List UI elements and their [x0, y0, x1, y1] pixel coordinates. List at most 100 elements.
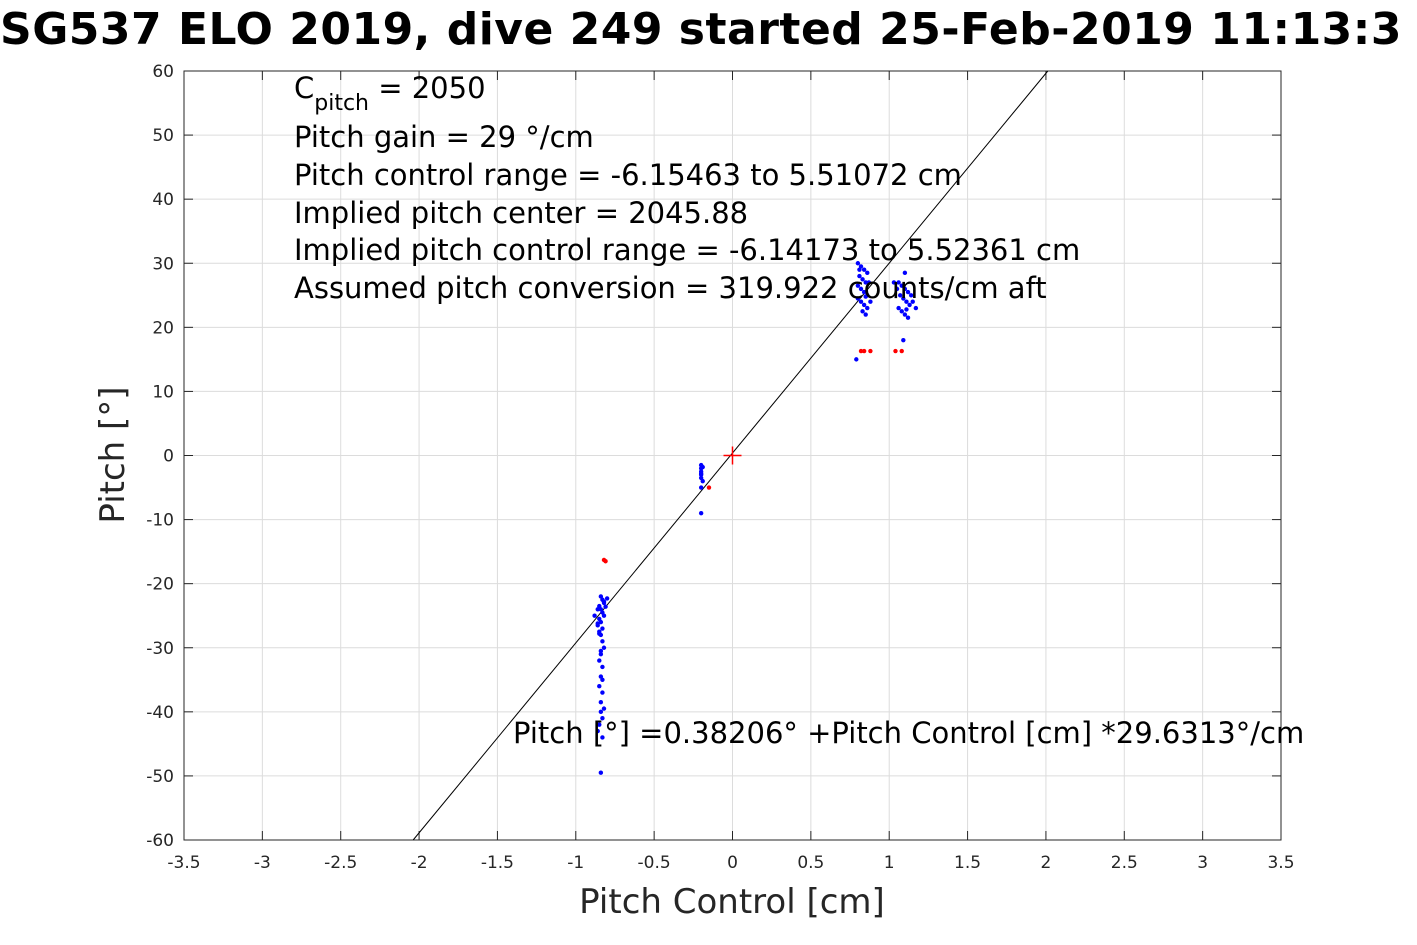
- data-point-blue: [868, 299, 873, 304]
- data-point-blue: [595, 728, 600, 734]
- y-axis-label: Pitch [°]: [93, 386, 133, 523]
- data-point-blue: [902, 270, 908, 276]
- x-tick-label: -2: [411, 853, 428, 873]
- data-point-blue: [598, 700, 604, 705]
- data-point-blue: [597, 722, 602, 727]
- x-tick-label: 0.5: [797, 853, 824, 873]
- data-point-blue: [857, 267, 862, 272]
- data-point-blue: [857, 273, 862, 279]
- x-tick-label: 3.5: [1267, 853, 1294, 873]
- cpitch-letter: C: [294, 71, 314, 105]
- data-point-blue: [894, 286, 900, 292]
- data-point-blue: [910, 299, 915, 304]
- data-point-blue: [891, 280, 897, 285]
- data-point-blue: [601, 599, 607, 604]
- annotation-fit-equation: Pitch [°] =0.38206° +Pitch Control [cm] …: [513, 716, 1304, 750]
- data-point-blue: [603, 604, 608, 609]
- data-point-blue: [861, 289, 867, 295]
- data-point-blue: [597, 684, 602, 689]
- x-tick-label: -1: [567, 853, 584, 873]
- y-tick-label: 0: [163, 447, 174, 467]
- data-point-blue: [913, 305, 919, 311]
- data-point-blue: [905, 289, 911, 295]
- data-point-blue: [855, 283, 861, 288]
- data-point-blue: [861, 267, 867, 272]
- data-point-blue: [865, 270, 870, 276]
- data-point-blue: [863, 312, 868, 317]
- data-point-blue: [598, 648, 604, 654]
- y-tick-label: 30: [152, 254, 174, 274]
- data-point-blue: [904, 299, 909, 304]
- data-point-blue: [600, 735, 605, 740]
- annotation-pitch-conversion: Assumed pitch conversion = 319.922 count…: [294, 271, 1047, 305]
- data-point-blue: [597, 658, 602, 663]
- annotation-implied-center: Implied pitch center = 2045.88: [294, 196, 748, 230]
- data-point-blue: [907, 302, 912, 308]
- data-point-blue: [908, 293, 914, 298]
- y-tick-label: 20: [152, 318, 174, 338]
- scatter-points: [592, 261, 919, 775]
- x-axis-label: Pitch Control [cm]: [579, 882, 885, 922]
- data-point-blue: [598, 709, 604, 715]
- x-tick-label: 2: [1041, 853, 1052, 873]
- y-tick-label: 10: [152, 382, 174, 402]
- data-point-red: [899, 348, 904, 354]
- data-point-blue: [597, 631, 602, 636]
- data-point-blue: [854, 357, 859, 362]
- data-point-blue: [861, 302, 867, 308]
- data-point-blue: [855, 296, 861, 301]
- data-point-red: [861, 348, 867, 354]
- data-point-blue: [595, 621, 600, 626]
- data-point-blue: [592, 613, 597, 618]
- x-tick-label: -1.5: [481, 853, 514, 873]
- data-point-blue: [897, 293, 903, 298]
- cpitch-value: = 2050: [369, 71, 486, 105]
- data-point-blue: [698, 510, 704, 516]
- data-point-blue: [600, 664, 605, 670]
- data-point-blue: [899, 309, 904, 314]
- y-tick-label: -60: [146, 831, 174, 851]
- data-point-blue: [858, 299, 864, 304]
- data-point-red: [603, 559, 608, 564]
- data-point-blue: [700, 464, 705, 470]
- data-point-blue: [904, 307, 909, 312]
- data-point-blue: [600, 626, 605, 631]
- data-point-red: [706, 485, 712, 490]
- annotation-implied-range: Implied pitch control range = -6.14173 t…: [294, 233, 1080, 267]
- y-tick-label: -10: [146, 511, 174, 531]
- x-tick-label: -3.5: [167, 853, 200, 873]
- data-point-blue: [698, 471, 704, 476]
- data-point-red: [858, 348, 864, 354]
- data-point-red: [868, 348, 873, 354]
- data-point-blue: [600, 639, 605, 644]
- data-point-blue: [902, 286, 908, 292]
- center-marker: [723, 446, 742, 465]
- data-point-blue: [860, 277, 865, 282]
- data-point-blue: [902, 312, 908, 317]
- data-point-blue: [595, 607, 600, 612]
- data-point-blue: [698, 485, 704, 490]
- cpitch-subscript: pitch: [314, 91, 369, 116]
- data-point-blue: [896, 280, 901, 285]
- annotation-pitch-gain: Pitch gain = 29 °/cm: [294, 120, 594, 154]
- data-point-red: [893, 348, 898, 354]
- data-point-blue: [866, 280, 872, 285]
- data-point-blue: [601, 706, 607, 711]
- annotation-pitch-control-range: Pitch control range = -6.15463 to 5.5107…: [294, 158, 962, 192]
- y-tick-label: -20: [146, 575, 174, 595]
- data-point-blue: [865, 305, 870, 311]
- data-point-blue: [598, 651, 604, 657]
- axis-ticks: -3.5 -3 -2.5 -2 -1.5 -1 -0.5 0 0.5 1 1.5 2 2.5 3 3.5 -6…: [146, 62, 1294, 873]
- data-point-blue: [855, 261, 861, 266]
- y-tick-label: 50: [152, 126, 174, 146]
- y-tick-label: 40: [152, 190, 174, 210]
- data-point-blue: [860, 309, 865, 314]
- y-tick-label: 60: [152, 62, 174, 82]
- x-tick-label: 3: [1197, 853, 1208, 873]
- data-point-blue: [896, 305, 901, 311]
- data-point-blue: [901, 337, 906, 343]
- data-point-blue: [863, 294, 868, 299]
- y-tick-label: -40: [146, 703, 174, 723]
- x-tick-label: -3: [254, 853, 271, 873]
